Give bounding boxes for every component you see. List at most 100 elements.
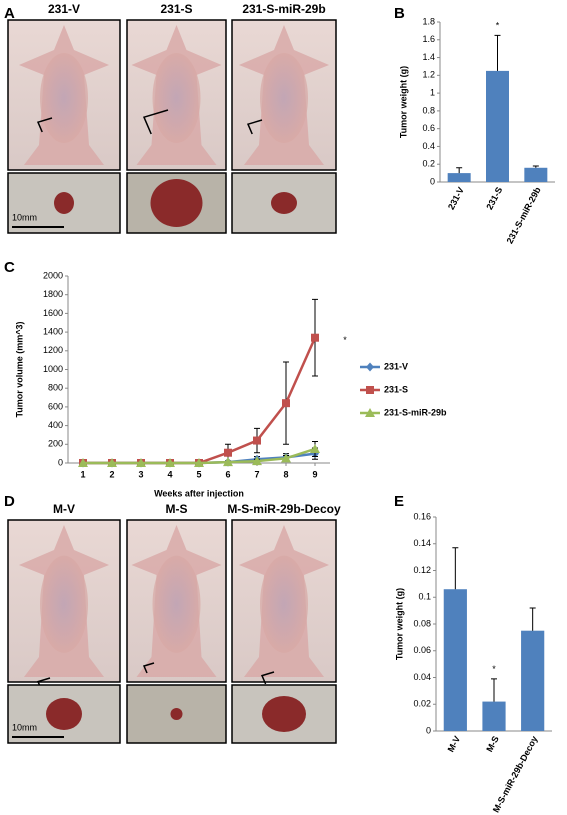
x-tick-label: 231-S — [484, 185, 504, 211]
bar — [482, 701, 506, 731]
marker — [366, 362, 374, 372]
tumor — [46, 698, 82, 730]
bracket — [260, 671, 275, 685]
y-tick-label: 1600 — [43, 308, 63, 318]
x-tick-label: 8 — [283, 469, 288, 479]
annotation: * — [343, 335, 347, 345]
y-axis-label: Tumor volume (mm^3) — [14, 321, 24, 417]
y-axis-label: Tumor weight (g) — [394, 588, 404, 660]
legend-label: 231-S-miR-29b — [384, 407, 447, 417]
mouse-body — [152, 555, 201, 653]
annotation: * — [492, 664, 496, 674]
bar — [486, 70, 509, 182]
photo-label: 231-S — [160, 2, 192, 16]
bar — [443, 589, 467, 731]
photo-label: M-S-miR-29b-Decoy — [227, 502, 341, 516]
y-tick-label: 0.1 — [418, 592, 431, 602]
y-tick-label: 800 — [48, 383, 63, 393]
tumor — [170, 708, 183, 720]
error-bar — [532, 165, 539, 168]
y-tick-label: 600 — [48, 401, 63, 411]
tumor — [54, 192, 74, 214]
y-tick-label: 0.16 — [413, 511, 431, 521]
photo-label: M-S — [166, 502, 188, 516]
x-axis-label: Weeks after injection — [154, 488, 244, 498]
panel-label: D — [4, 493, 15, 510]
mouse-body — [40, 555, 88, 653]
bracket — [36, 117, 53, 133]
y-tick-label: 0.04 — [413, 672, 431, 682]
x-tick-label: 2 — [109, 469, 114, 479]
x-tick-label: 9 — [312, 469, 317, 479]
series-line — [83, 337, 317, 465]
marker — [310, 443, 320, 453]
y-tick-label: 0.4 — [422, 141, 435, 151]
x-tick-label: M-V — [446, 734, 463, 753]
legend-label: 231-V — [384, 361, 408, 371]
y-tick-label: 1.2 — [422, 70, 435, 80]
y-tick-label: 200 — [48, 439, 63, 449]
x-tick-label: 7 — [254, 469, 259, 479]
y-tick-label: 400 — [48, 420, 63, 430]
x-tick-label: 5 — [196, 469, 201, 479]
photo-label: 231-V — [48, 2, 80, 16]
marker — [253, 436, 261, 445]
x-tick-label: 231-V — [446, 185, 466, 211]
y-tick-label: 1.4 — [422, 52, 435, 62]
panel-label: B — [394, 5, 405, 22]
x-tick-label: 4 — [167, 469, 172, 479]
photo-label: M-V — [53, 502, 75, 516]
y-tick-label: 1 — [430, 87, 435, 97]
bracket — [246, 119, 263, 135]
error-bar — [452, 547, 459, 590]
bar — [524, 167, 548, 182]
panel-label: A — [4, 5, 15, 22]
bar — [447, 173, 471, 182]
x-tick-label: 231-S-miR-29b — [505, 185, 543, 245]
marker — [136, 458, 146, 467]
y-tick-label: 2000 — [43, 270, 63, 280]
tumor — [262, 696, 306, 732]
marker — [165, 458, 175, 467]
error-bar — [456, 167, 463, 174]
legend-label: 231-S — [384, 384, 408, 394]
marker — [223, 457, 233, 467]
tumor — [271, 192, 297, 214]
panel-label: E — [394, 493, 404, 510]
y-tick-label: 0.8 — [422, 105, 435, 115]
y-tick-label: 1.8 — [422, 16, 435, 26]
bar — [521, 630, 545, 731]
marker — [365, 408, 375, 417]
x-tick-label: 6 — [225, 469, 230, 479]
x-tick-label: 3 — [138, 469, 143, 479]
mouse-body — [40, 53, 88, 143]
y-tick-label: 0.14 — [413, 538, 431, 548]
marker — [194, 458, 204, 467]
marker — [281, 453, 291, 463]
mouse-body — [260, 53, 308, 143]
scale-label: 10mm — [12, 722, 37, 732]
x-tick-label: M-S-miR-29b-Decoy — [491, 734, 540, 814]
y-tick-label: 1800 — [43, 289, 63, 299]
panel-label: C — [4, 259, 15, 276]
y-tick-label: 0 — [426, 725, 431, 735]
bracket — [142, 109, 169, 135]
marker — [78, 458, 88, 467]
marker — [282, 399, 290, 408]
marker — [224, 448, 232, 457]
y-tick-label: 0.6 — [422, 123, 435, 133]
marker — [311, 333, 319, 342]
y-tick-label: 0.02 — [413, 699, 431, 709]
marker — [107, 458, 117, 467]
y-tick-label: 0 — [58, 457, 63, 467]
annotation: * — [496, 21, 500, 31]
marker — [366, 386, 374, 394]
y-tick-label: 0.06 — [413, 645, 431, 655]
y-tick-label: 0.08 — [413, 618, 431, 628]
error-bar — [529, 607, 536, 631]
photo-label: 231-S-miR-29b — [242, 2, 325, 16]
mouse-body — [152, 53, 201, 143]
scale-label: 10mm — [12, 212, 37, 222]
error-bar — [491, 678, 497, 702]
